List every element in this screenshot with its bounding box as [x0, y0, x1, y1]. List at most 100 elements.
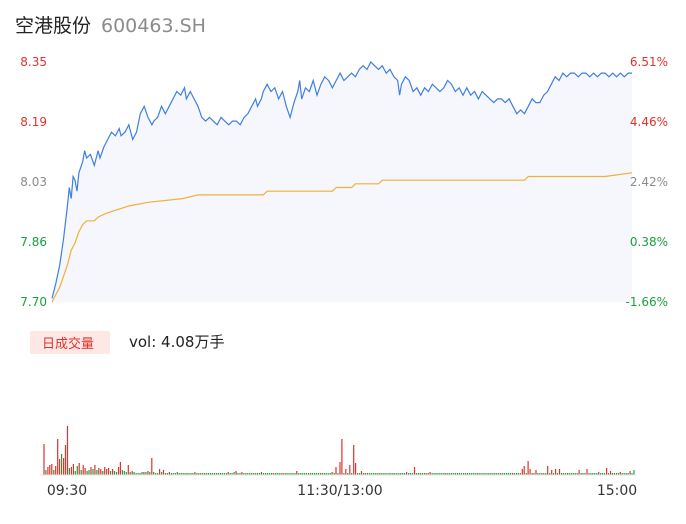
- volume-bar-down: [370, 473, 372, 475]
- volume-bar-up: [511, 473, 514, 475]
- volume-bar-down: [480, 473, 482, 475]
- volume-bar-down: [306, 473, 308, 475]
- volume-bar-up: [413, 467, 416, 475]
- volume-bar-down: [386, 473, 388, 475]
- volume-bar-down: [400, 473, 402, 475]
- volume-bar-down: [255, 473, 257, 475]
- volume-bar-down: [417, 473, 419, 475]
- y-tick-left: 8.35: [20, 55, 47, 69]
- y-tick-left: 8.19: [20, 115, 47, 129]
- volume-bar-down: [74, 471, 76, 475]
- volume-bar-down: [537, 473, 539, 475]
- volume-bar-up: [423, 473, 425, 475]
- volume-bar-down: [268, 473, 270, 475]
- volume-label: vol: 4.08万手: [129, 333, 224, 351]
- volume-bar-up: [204, 473, 206, 475]
- volume-bar-up: [64, 445, 67, 475]
- volume-bar-up: [547, 466, 549, 475]
- volume-bar-down: [217, 473, 219, 475]
- volume-bar-up: [566, 473, 568, 475]
- volume-button[interactable]: 日成交量: [42, 336, 94, 352]
- volume-bar-down: [317, 473, 319, 475]
- volume-bar-down: [562, 473, 564, 475]
- volume-bar-down: [574, 473, 576, 475]
- volume-bar-up: [117, 467, 120, 475]
- volume-bar-up: [104, 467, 106, 475]
- volume-bar-down: [219, 473, 221, 475]
- volume-bar-down: [153, 472, 155, 475]
- volume-bar-down: [617, 473, 619, 475]
- volume-bar-down: [113, 471, 116, 475]
- volume-bar-up: [159, 469, 161, 475]
- volume-bar-up: [476, 473, 478, 475]
- volume-bar-down: [262, 473, 265, 475]
- volume-bar-down: [570, 473, 572, 475]
- volume-bar-down: [384, 473, 386, 475]
- y-tick-left: 8.03: [20, 175, 47, 189]
- volume-bar-down: [347, 473, 349, 475]
- volume-bar-down: [515, 473, 517, 475]
- volume-bar-down: [176, 472, 178, 475]
- volume-bar-down: [411, 473, 414, 475]
- volume-bar-up: [106, 469, 108, 475]
- volume-bar-up: [63, 458, 65, 475]
- volume-bar-up: [629, 471, 631, 475]
- volume-bar-down: [359, 473, 361, 475]
- volume-bar-down: [415, 473, 417, 475]
- volume-bar-up: [98, 468, 100, 475]
- volume-bar-down: [264, 473, 267, 475]
- volume-bar-up: [457, 473, 459, 475]
- volume-bar-down: [200, 473, 202, 475]
- volume-bar-down: [208, 473, 210, 475]
- volume-bar-up: [194, 472, 196, 475]
- x-axis: 09:30 11:30/13:00 15:00: [47, 483, 637, 499]
- volume-bar-down: [290, 473, 292, 475]
- volume-bar-down: [533, 473, 535, 475]
- volume-bar-down: [560, 473, 563, 475]
- volume-bar-up: [355, 463, 357, 475]
- volume-bar-up: [127, 465, 129, 475]
- volume-bar-up: [488, 473, 490, 475]
- volume-bar-up: [308, 473, 310, 475]
- volume-bar-down: [157, 473, 159, 475]
- volume-bar-down: [482, 473, 484, 475]
- volume-bar-down: [188, 473, 190, 475]
- volume-bar-up: [70, 467, 72, 475]
- volume-bar-down: [221, 473, 223, 475]
- volume-bar-up: [112, 469, 114, 475]
- volume-bar-up: [619, 472, 621, 475]
- volume-bar-down: [315, 473, 317, 475]
- volume-bar-up: [147, 471, 149, 475]
- volume-bar-down: [504, 473, 506, 475]
- volume-bar-up: [598, 472, 600, 475]
- volume-bar-down: [376, 473, 378, 475]
- volume-bar-down: [80, 470, 82, 475]
- volume-bar-down: [368, 473, 370, 475]
- volume-bar-down: [210, 473, 212, 475]
- volume-bar-down: [233, 472, 235, 475]
- volume-bar-down: [404, 473, 406, 475]
- volume-bar-down: [192, 473, 194, 475]
- volume-bar-up: [551, 470, 553, 475]
- volume-bar-down: [580, 473, 582, 475]
- x-tick: 15:00: [597, 483, 637, 499]
- volume-bar-down: [600, 473, 602, 475]
- volume-bar-up: [578, 470, 580, 475]
- price-area-fill: [52, 62, 632, 302]
- volume-bar-up: [108, 468, 110, 475]
- volume-bar-down: [539, 473, 541, 475]
- volume-bar-down: [225, 473, 227, 475]
- volume-bar-up: [57, 439, 59, 475]
- volume-bar-down: [374, 473, 376, 475]
- volume-bar-down: [239, 473, 241, 475]
- volume-bar-down: [311, 473, 314, 475]
- volume-bar-down: [245, 473, 247, 475]
- volume-bar-up: [82, 465, 84, 475]
- volume-bar-down: [531, 473, 533, 475]
- volume-bar-down: [396, 473, 398, 475]
- volume-bar-down: [623, 473, 625, 475]
- volume-bar-down: [460, 473, 463, 475]
- volume-bar-up: [331, 472, 333, 475]
- volume-bar-down: [455, 473, 457, 475]
- volume-bar-up: [143, 472, 145, 475]
